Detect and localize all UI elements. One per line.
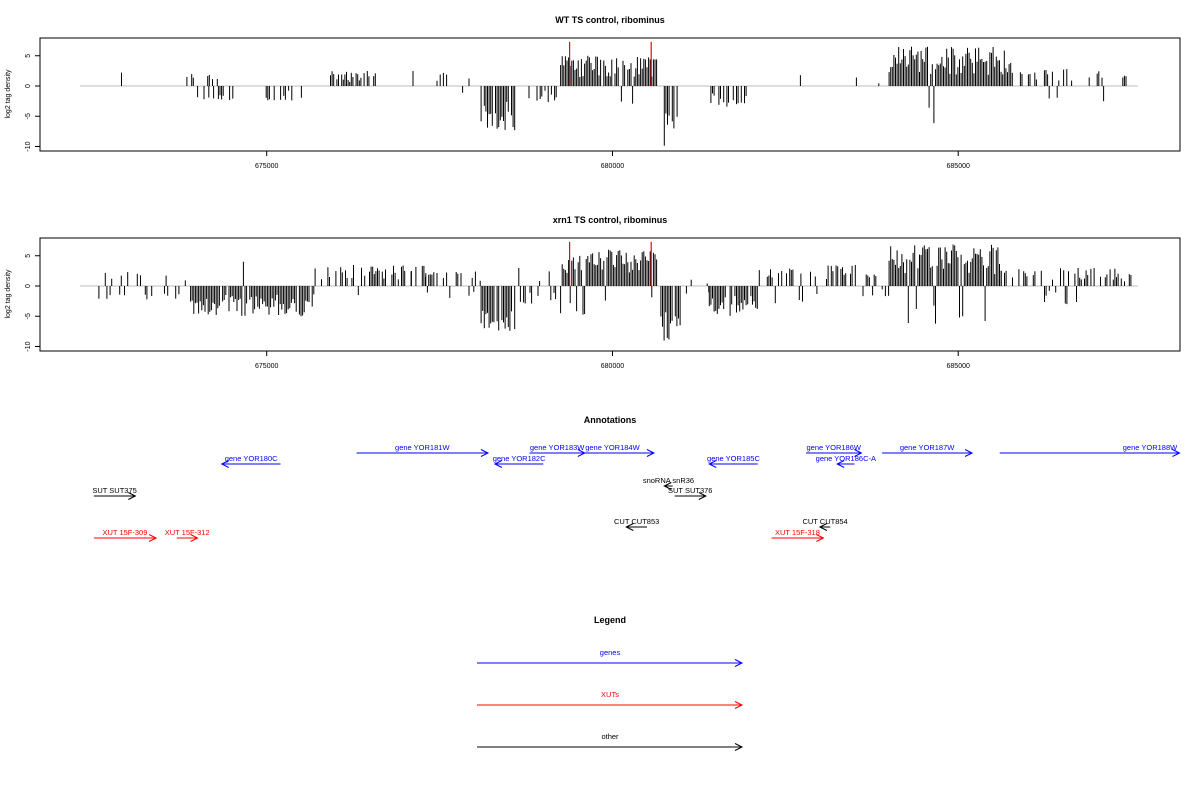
- y-tick-label: 0: [25, 284, 32, 288]
- arrow-head: [646, 449, 656, 457]
- annotation-feature: gene YOR182C: [493, 454, 546, 468]
- annotation-feature: CUT CUT853: [614, 517, 659, 531]
- annotation-feature: XUT 15F-318: [771, 528, 825, 542]
- feature-label: XUT 15F-318: [775, 528, 820, 537]
- annotation-features: gene YOR180C gene YOR181W gene YOR182C gene…: [92, 443, 1181, 542]
- arrow-head: [816, 534, 825, 542]
- annotation-feature: XUT 15F-309: [93, 528, 158, 542]
- feature-label: gene YOR181W: [395, 443, 450, 452]
- arrow-head: [220, 460, 229, 468]
- feature-label: gene YOR188W: [1123, 443, 1178, 452]
- xrn1-track-title: xrn1 TS control, ribominus: [553, 215, 668, 225]
- arrow-head: [708, 460, 717, 468]
- feature-label: SUT SUT375: [92, 486, 136, 495]
- feature-label: XUT 15F-312: [165, 528, 210, 537]
- feature-label: gene YOR185C: [707, 454, 760, 463]
- legend-item: genes: [477, 648, 744, 667]
- xrn1-plot-frame: [39, 237, 1181, 352]
- arrow-head: [493, 460, 503, 468]
- feature-label: snoRNA snR36: [643, 476, 694, 485]
- x-tick-label: 675000: [255, 163, 278, 170]
- legend-panel: Legend genes XUTs other: [477, 615, 744, 751]
- x-tick-label: 680000: [601, 363, 624, 370]
- annotation-feature: gene YOR188W: [999, 443, 1181, 457]
- arrow-head: [128, 492, 137, 500]
- annotation-feature: gene YOR180C: [220, 454, 281, 468]
- y-tick-label: 5: [25, 54, 32, 58]
- legend-label: genes: [600, 648, 621, 657]
- wt-bars: [80, 41, 1138, 146]
- legend-label: XUTs: [601, 690, 619, 699]
- x-tick-label: 685000: [947, 163, 970, 170]
- legend-item: XUTs: [477, 690, 744, 709]
- y-tick-label: -10: [25, 141, 32, 151]
- feature-label: CUT CUT854: [802, 517, 847, 526]
- annotation-feature: SUT SUT376: [668, 486, 712, 500]
- annotation-feature: CUT CUT854: [802, 517, 848, 531]
- arrow-head: [190, 534, 199, 542]
- arrow-head: [1172, 449, 1181, 457]
- annotation-feature: snoRNA snR36: [643, 476, 694, 490]
- arrow-head: [734, 701, 744, 709]
- wt-axes: -10 -5 0 5 675000 680000 685000: [25, 54, 970, 170]
- annotation-feature: gene YOR181W: [356, 443, 490, 457]
- wt-track-panel: WT TS control, ribominus -10 -5 0 5 675000 68…: [5, 15, 1181, 170]
- arrow-head: [148, 534, 158, 542]
- arrow-head: [734, 659, 744, 667]
- arrow-head: [964, 449, 974, 457]
- xrn1-y-axis-label: log2 tag density: [5, 269, 12, 319]
- annotation-feature: gene YOR185C: [707, 454, 760, 468]
- x-tick-label: 675000: [255, 363, 278, 370]
- y-tick-label: -5: [25, 313, 32, 319]
- annotation-feature: SUT SUT375: [92, 486, 137, 500]
- annotation-feature: XUT 15F-312: [165, 528, 210, 542]
- feature-label: SUT SUT376: [668, 486, 712, 495]
- feature-label: gene YOR186C-A: [816, 454, 876, 463]
- y-tick-label: -10: [25, 341, 32, 351]
- y-tick-label: 5: [25, 254, 32, 258]
- arrow-head: [854, 449, 863, 457]
- legend-label: other: [601, 732, 619, 741]
- wt-track-title: WT TS control, ribominus: [555, 15, 665, 25]
- arrow-head: [480, 449, 490, 457]
- annotation-feature: gene YOR186C-A: [816, 454, 876, 468]
- y-tick-label: -5: [25, 113, 32, 119]
- annotations-title: Annotations: [584, 415, 637, 425]
- x-tick-label: 685000: [947, 363, 970, 370]
- legend-items: genes XUTs other: [477, 648, 744, 751]
- feature-label: gene YOR182C: [493, 454, 546, 463]
- feature-label: gene YOR183W: [530, 443, 585, 452]
- xrn1-bars: [80, 241, 1138, 341]
- annotation-feature: gene YOR186W: [806, 443, 863, 457]
- arrow-head: [625, 523, 634, 531]
- feature-label: XUT 15F-309: [103, 528, 148, 537]
- wt-plot-frame: [39, 37, 1181, 152]
- xrn1-track-panel: xrn1 TS control, ribominus -10 -5 0 5 675000…: [5, 215, 1181, 370]
- xrn1-axes: -10 -5 0 5 675000 680000 685000: [25, 254, 970, 370]
- feature-label: gene YOR180C: [225, 454, 278, 463]
- annotation-feature: gene YOR187W: [882, 443, 974, 457]
- arrow-head: [836, 460, 845, 468]
- feature-label: gene YOR186W: [806, 443, 861, 452]
- feature-label: gene YOR187W: [900, 443, 955, 452]
- feature-label: CUT CUT853: [614, 517, 659, 526]
- arrow-head: [818, 523, 828, 531]
- arrow-head: [698, 492, 707, 500]
- legend-item: other: [477, 732, 744, 751]
- arrow-head: [734, 743, 744, 751]
- arrow-head: [663, 482, 672, 490]
- annotation-feature: gene YOR184W: [570, 443, 656, 457]
- feature-label: gene YOR184W: [585, 443, 640, 452]
- legend-title: Legend: [594, 615, 626, 625]
- y-tick-label: 0: [25, 84, 32, 88]
- wt-y-axis-label: log2 tag density: [5, 69, 12, 119]
- x-tick-label: 680000: [601, 163, 624, 170]
